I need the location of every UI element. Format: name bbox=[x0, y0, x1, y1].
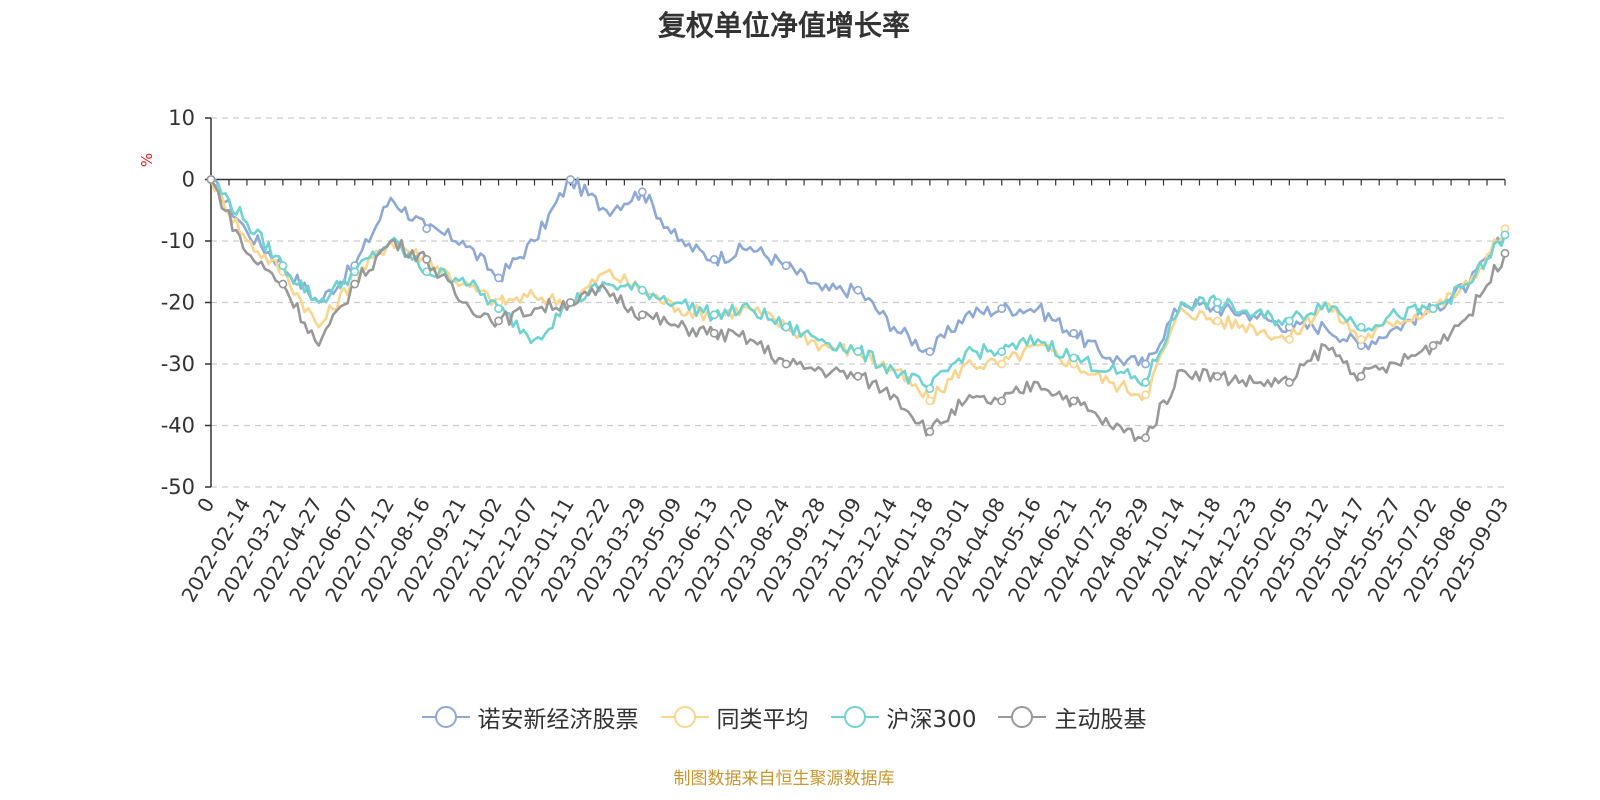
series-point bbox=[637, 187, 647, 197]
series-point bbox=[350, 279, 360, 289]
series-point bbox=[1141, 378, 1150, 387]
series-point bbox=[637, 285, 647, 295]
series-point bbox=[709, 255, 719, 264]
legend-label: 同类平均 bbox=[716, 707, 809, 733]
legend-item[interactable]: 主动股基 bbox=[998, 700, 1146, 734]
series-point bbox=[1141, 433, 1150, 443]
series-point bbox=[925, 347, 935, 357]
series-point bbox=[494, 304, 503, 314]
series-point bbox=[853, 285, 863, 295]
series-point bbox=[1141, 359, 1150, 369]
series-point bbox=[1284, 316, 1294, 326]
legend-label: 主动股基 bbox=[1054, 707, 1147, 733]
legend: 诺安新经济股票 同类平均 沪深300 主动股基 bbox=[0, 700, 1568, 734]
axis-layer: 100-10-20-30-40-5002022-02-142022-03-212… bbox=[161, 106, 1514, 606]
series-point bbox=[1069, 396, 1079, 406]
legend-swatch-icon bbox=[660, 706, 709, 728]
series-point bbox=[1284, 378, 1294, 387]
y-tick-label: 10 bbox=[168, 106, 195, 130]
series-point bbox=[1213, 316, 1222, 326]
series-point bbox=[925, 427, 935, 437]
series-point bbox=[997, 396, 1007, 406]
y-tick-label: 0 bbox=[182, 168, 195, 192]
legend-label: 沪深300 bbox=[886, 707, 977, 733]
series-point bbox=[422, 255, 432, 264]
series-point bbox=[1500, 248, 1510, 258]
y-axis-unit-label: % bbox=[138, 153, 156, 167]
series-point bbox=[278, 261, 288, 270]
grid-layer bbox=[211, 117, 1505, 488]
series-point bbox=[1069, 353, 1079, 363]
series-point bbox=[494, 316, 503, 326]
series-point bbox=[997, 304, 1007, 314]
series-line bbox=[209, 178, 1507, 442]
series-point bbox=[1356, 371, 1366, 381]
y-tick-label: -50 bbox=[161, 475, 195, 499]
series-point bbox=[1213, 371, 1222, 381]
series-point bbox=[1428, 304, 1438, 314]
series-point bbox=[997, 347, 1007, 357]
series-point bbox=[1428, 341, 1438, 350]
series-point bbox=[1069, 328, 1079, 338]
series-point bbox=[566, 298, 575, 307]
legend-label: 诺安新经济股票 bbox=[477, 707, 639, 733]
series-point bbox=[494, 273, 503, 283]
series-point bbox=[853, 371, 863, 381]
series-point bbox=[925, 396, 935, 406]
series-point bbox=[637, 310, 647, 320]
series-point bbox=[925, 384, 935, 393]
y-tick-label: -10 bbox=[161, 229, 195, 253]
y-tick-label: -40 bbox=[161, 414, 195, 438]
series-point bbox=[422, 224, 432, 234]
series-point bbox=[781, 261, 791, 270]
source-note: 制图数据来自恒生聚源数据库 bbox=[673, 769, 895, 789]
chart-title: 复权单位净值增长率 bbox=[657, 9, 910, 42]
legend-swatch-icon bbox=[998, 706, 1047, 728]
series-point bbox=[206, 175, 216, 184]
series-point bbox=[997, 359, 1007, 369]
y-tick-label: -20 bbox=[161, 291, 195, 315]
series-point bbox=[1500, 230, 1510, 240]
series-point bbox=[853, 347, 863, 357]
series-point bbox=[278, 279, 288, 289]
series-point bbox=[566, 175, 575, 184]
series-point bbox=[709, 328, 719, 338]
series-point bbox=[1284, 334, 1294, 344]
legend-swatch-icon bbox=[830, 706, 879, 728]
x-tick-label: 0 bbox=[192, 494, 219, 517]
series-point bbox=[1356, 322, 1366, 332]
series-point bbox=[709, 310, 719, 320]
series-point bbox=[1356, 334, 1366, 344]
series-point bbox=[1213, 298, 1222, 307]
legend-item[interactable]: 同类平均 bbox=[660, 700, 809, 734]
legend-item[interactable]: 沪深300 bbox=[830, 700, 977, 734]
legend-swatch-icon bbox=[421, 706, 470, 728]
series-point bbox=[350, 267, 360, 277]
y-tick-label: -30 bbox=[161, 352, 195, 376]
legend-item[interactable]: 诺安新经济股票 bbox=[421, 700, 639, 734]
series-point bbox=[781, 322, 791, 332]
series-line bbox=[210, 177, 1507, 367]
series-point bbox=[1141, 390, 1150, 400]
series-point bbox=[781, 359, 791, 369]
series-layer bbox=[206, 175, 1510, 443]
